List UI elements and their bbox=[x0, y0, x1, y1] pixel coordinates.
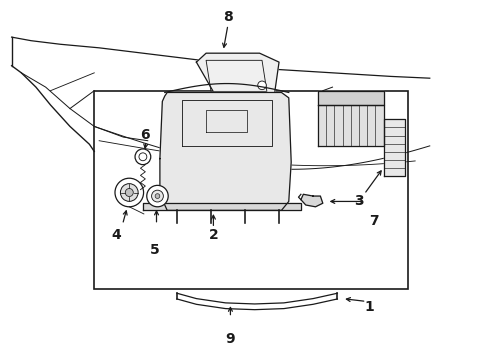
Text: 2: 2 bbox=[209, 228, 218, 242]
Bar bbox=[94, 91, 408, 289]
Polygon shape bbox=[196, 53, 279, 96]
Text: 9: 9 bbox=[225, 332, 235, 346]
Text: 5: 5 bbox=[150, 243, 160, 257]
Polygon shape bbox=[143, 203, 301, 210]
Text: 3: 3 bbox=[354, 194, 364, 208]
Circle shape bbox=[121, 184, 138, 201]
Polygon shape bbox=[384, 119, 405, 176]
Polygon shape bbox=[301, 194, 323, 207]
Text: 8: 8 bbox=[223, 10, 233, 24]
Circle shape bbox=[135, 149, 151, 165]
Text: 1: 1 bbox=[364, 300, 374, 314]
Text: 7: 7 bbox=[369, 214, 379, 228]
Polygon shape bbox=[318, 91, 384, 105]
Circle shape bbox=[147, 185, 168, 207]
Circle shape bbox=[151, 190, 163, 202]
Text: 4: 4 bbox=[111, 228, 121, 242]
Circle shape bbox=[125, 189, 133, 197]
Circle shape bbox=[115, 178, 144, 207]
Circle shape bbox=[258, 81, 266, 90]
Polygon shape bbox=[160, 93, 291, 210]
Circle shape bbox=[139, 153, 147, 161]
Text: 6: 6 bbox=[141, 129, 150, 142]
Polygon shape bbox=[318, 105, 384, 146]
Circle shape bbox=[155, 194, 160, 198]
